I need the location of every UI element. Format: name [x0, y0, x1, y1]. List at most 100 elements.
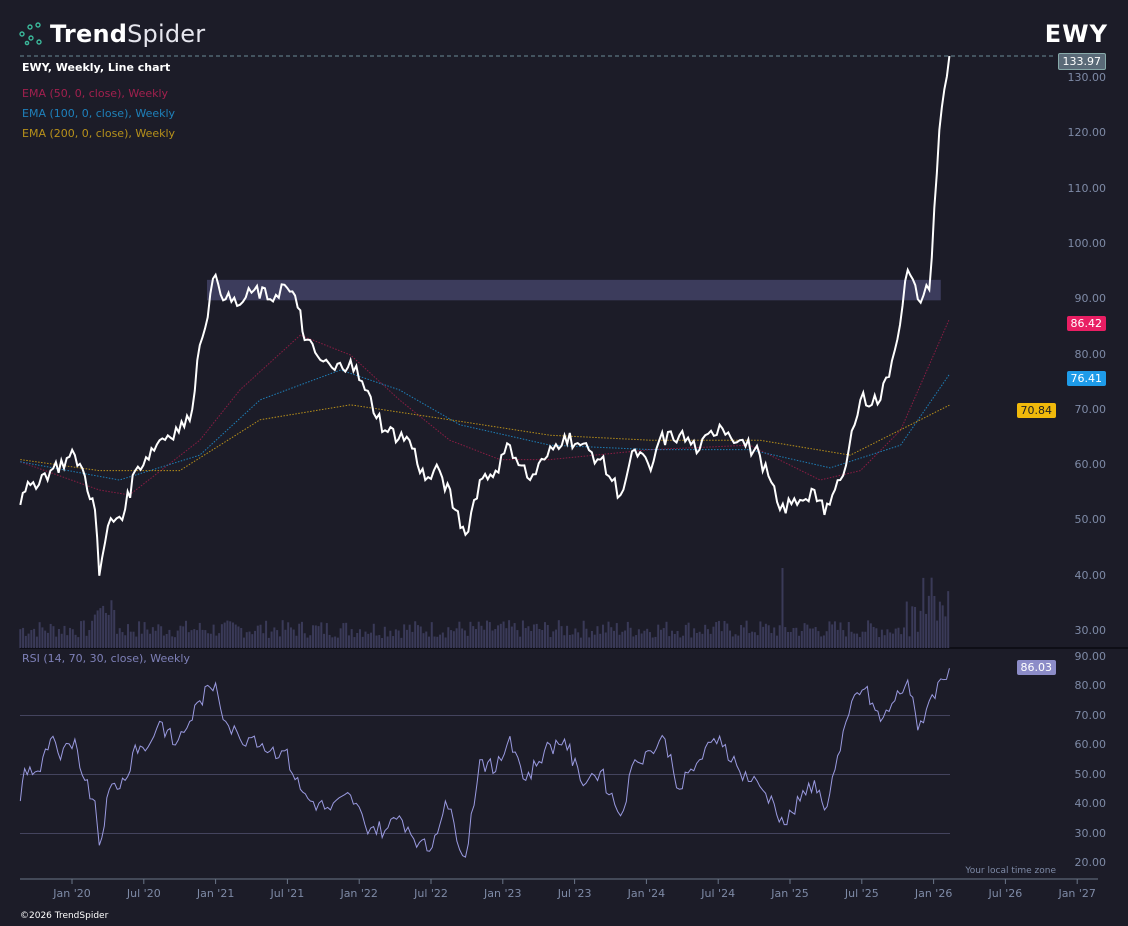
volume-bar [610, 627, 613, 648]
volume-bar [770, 633, 773, 648]
volume-bar [190, 630, 193, 648]
volume-bar [146, 629, 149, 648]
volume-bar [698, 631, 701, 648]
volume-bar [234, 624, 237, 648]
volume-bar [684, 624, 687, 648]
price-tick-label: 40.00 [1074, 568, 1107, 582]
price-tick-label: 50.00 [1074, 513, 1107, 527]
volume-bar [883, 635, 886, 648]
logo-text-light: Spider [127, 20, 206, 48]
volume-bar [93, 614, 96, 648]
volume-bar [372, 623, 375, 648]
time-tick-label: Jul '26 [988, 887, 1023, 900]
rsi-tick-label: 60.00 [1074, 738, 1107, 751]
volume-bar [386, 636, 389, 648]
volume-bar [914, 606, 917, 648]
volume-bar [113, 609, 116, 648]
volume-bar [731, 636, 734, 648]
volume-bar [22, 627, 25, 648]
volume-bar [458, 621, 461, 648]
volume-bar [552, 631, 555, 648]
volume-bar [618, 634, 621, 648]
volume-bar [469, 621, 472, 648]
volume-bar [646, 628, 649, 648]
volume-bar [637, 629, 640, 648]
volume-bar [717, 620, 720, 648]
volume-bar [367, 633, 370, 648]
volume-bar [248, 631, 251, 648]
volume-bar [466, 635, 469, 648]
volume-bar [245, 632, 248, 648]
volume-bar [798, 635, 801, 648]
time-tick-label: Jan '20 [53, 887, 91, 900]
volume-bar [323, 633, 326, 648]
volume-bar [624, 630, 627, 648]
volume-bar [127, 624, 130, 648]
volume-bar [557, 620, 560, 648]
time-tick-label: Jan '25 [771, 887, 809, 900]
volume-bar [806, 624, 809, 648]
volume-bar [563, 635, 566, 648]
price-tick-label: 30.00 [1074, 624, 1107, 637]
volume-bar [24, 635, 27, 648]
volume-bar [30, 630, 33, 648]
volume-bar [361, 636, 364, 648]
volume-bar [878, 637, 881, 648]
volume-bar [276, 630, 279, 648]
volume-bar [157, 624, 160, 648]
volume-bar [80, 621, 83, 648]
volume-bar [748, 633, 751, 648]
volume-bar [441, 632, 444, 648]
volume-bar [905, 601, 908, 648]
volume-bar [590, 630, 593, 648]
volume-bar [331, 637, 334, 648]
volume-bar [615, 623, 618, 648]
volume-bar [803, 623, 806, 648]
volume-bar [839, 622, 842, 648]
volume-bar [430, 622, 433, 648]
legend-ema200[interactable]: EMA (200, 0, close), Weekly [22, 127, 176, 140]
legend-main[interactable]: EWY, Weekly, Line chart [22, 61, 171, 74]
volume-bar [927, 595, 930, 648]
volume-bar [104, 612, 107, 648]
volume-bar [919, 610, 922, 648]
volume-bar [488, 622, 491, 648]
volume-bar [259, 624, 262, 648]
volume-bar [947, 591, 950, 648]
ema-line-ema50 [20, 318, 950, 496]
copyright: ©2026 TrendSpider [20, 911, 109, 921]
price-tick-label: 90.00 [1074, 292, 1107, 306]
volume-bar [922, 577, 925, 648]
legend-rsi[interactable]: RSI (14, 70, 30, close), Weekly [22, 652, 190, 665]
volume-bar [237, 626, 240, 648]
rsi-tick-label: 30.00 [1074, 826, 1107, 840]
volume-bar [908, 636, 911, 648]
volume-bar [450, 630, 453, 648]
volume-bar [687, 622, 690, 648]
volume-bar [223, 622, 226, 648]
volume-bar [764, 623, 767, 648]
volume-bar [635, 635, 638, 648]
volume-bar [140, 633, 143, 648]
rsi-tick-label: 90.00 [1074, 649, 1107, 663]
volume-bar [375, 635, 378, 648]
legend-ema100[interactable]: EMA (100, 0, close), Weekly [22, 107, 176, 120]
volume-bar [588, 637, 591, 648]
ema-line-ema100 [20, 369, 950, 481]
rsi-tick-label: 80.00 [1074, 679, 1107, 692]
volume-bar [38, 622, 41, 648]
volume-bar [394, 629, 397, 648]
volume-bar [897, 627, 900, 648]
logo-text-bold: Trend [50, 20, 128, 48]
volume-bar [179, 625, 182, 648]
volume-bar [723, 620, 726, 648]
volume-bar [521, 620, 524, 648]
timezone-note[interactable]: Your local time zone [965, 866, 1056, 876]
volume-bar [709, 633, 712, 648]
volume-bar [535, 623, 538, 648]
volume-bar [425, 631, 428, 648]
volume-bar [168, 629, 171, 648]
legend-ema50[interactable]: EMA (50, 0, close), Weekly [22, 87, 169, 100]
volume-bar [577, 632, 580, 648]
